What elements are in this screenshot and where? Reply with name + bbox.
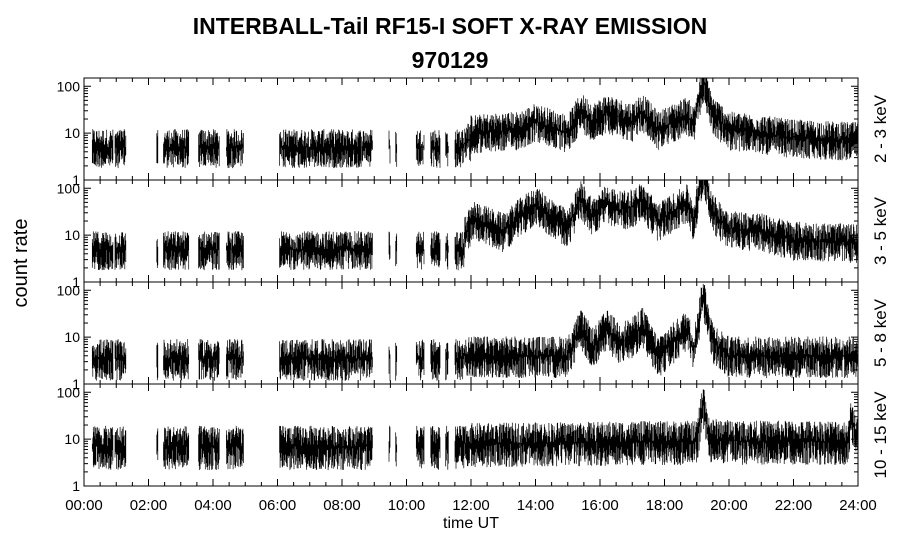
y-tick-label: 1 [72, 376, 80, 392]
y-tick-label: 100 [57, 180, 81, 196]
x-tick-label: 00:00 [65, 497, 103, 514]
x-tick-label: 06:00 [259, 497, 297, 514]
y-tick-label: 10 [64, 227, 80, 243]
channel-label: 5 - 8 keV [871, 298, 890, 367]
channel-label: 10 - 15 keV [871, 391, 890, 479]
panel-4: 1 10 100 10 - 15 keV [57, 383, 890, 494]
y-tick-label: 100 [57, 78, 81, 94]
y-tick-label: 100 [57, 384, 81, 400]
x-tick-label: 22:00 [775, 497, 813, 514]
series-4-trace [91, 389, 858, 471]
panel-2: 1 10 100 3 - 5 keV [57, 179, 890, 290]
x-tick-label: 04:00 [194, 497, 232, 514]
chart-title: INTERBALL-Tail RF15-I SOFT X-RAY EMISSIO… [192, 13, 708, 39]
y-tick-label: 1 [72, 274, 80, 290]
x-tick-label: 14:00 [517, 497, 555, 514]
x-tick-label: 20:00 [710, 497, 748, 514]
series-2-trace [91, 180, 858, 271]
x-tick-label: 02:00 [130, 497, 168, 514]
x-tick-label: 16:00 [581, 497, 619, 514]
channel-label: 3 - 5 keV [871, 196, 890, 265]
y-axis-label: count rate [10, 219, 32, 308]
y-tick-label: 1 [72, 478, 80, 494]
series-3-trace [91, 283, 858, 381]
y-tick-label: 1 [72, 172, 80, 188]
x-tick-label: 24:00 [839, 497, 877, 514]
x-tick-label: 10:00 [388, 497, 426, 514]
x-tick-label: 18:00 [646, 497, 684, 514]
series-1-trace [91, 78, 858, 169]
y-tick-label: 10 [64, 431, 80, 447]
x-tick-label: 08:00 [323, 497, 361, 514]
x-tick-label: 12:00 [452, 497, 490, 514]
y-tick-label: 100 [57, 282, 81, 298]
panel-1: 1 10 100 2 - 3 keV [57, 77, 890, 188]
chart-subtitle: 970129 [411, 47, 489, 73]
x-axis-label: time UT [443, 515, 499, 532]
panel-3: 1 10 100 5 - 8 keV [57, 281, 890, 392]
y-tick-label: 10 [64, 125, 80, 141]
channel-label: 2 - 3 keV [871, 94, 890, 163]
y-tick-label: 10 [64, 329, 80, 345]
